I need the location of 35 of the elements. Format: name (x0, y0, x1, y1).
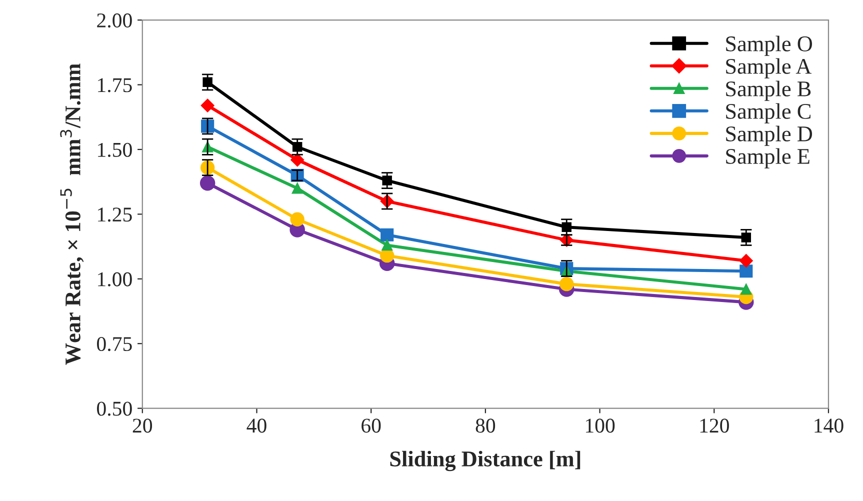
x-tick-label: 60 (362, 418, 381, 433)
x-axis-title: Sliding Distance [m] (390, 450, 580, 472)
x-tick-label: 100 (586, 418, 615, 433)
x-tick-label: 120 (700, 418, 729, 433)
x-tick-label: 20 (132, 418, 152, 433)
legend-label: Sample A (726, 58, 812, 78)
point (380, 248, 394, 263)
point (740, 284, 752, 295)
y-tick-label: 2.00 (97, 13, 132, 28)
point (292, 182, 303, 194)
y-tick-label: 1.00 (98, 272, 132, 286)
point (560, 276, 574, 292)
point (200, 98, 214, 112)
point (740, 264, 753, 278)
legend-label: Sample B (726, 80, 811, 101)
y-axis-title: Wear Rate, × 10$^{−5}$ mm$^{3}$/N.mm (60, 64, 84, 365)
point (382, 240, 393, 251)
point (290, 212, 304, 226)
y-tick-label: 1.50 (98, 142, 132, 157)
legend-label: Sample C (726, 103, 810, 124)
legend-label: Sample O (726, 36, 812, 56)
legend-label: Sample D (726, 126, 812, 146)
y-tick-label: 0.75 (97, 336, 132, 352)
x-tick-label: 80 (476, 418, 496, 433)
point (200, 175, 216, 191)
y-tick-label: 1.25 (98, 208, 132, 222)
point (739, 254, 753, 268)
point (380, 228, 394, 242)
x-tick-label: 40 (246, 418, 266, 433)
point (290, 153, 304, 167)
legend-label: Sample E (726, 148, 810, 168)
y-tick-label: 0.50 (97, 402, 132, 416)
point (382, 176, 392, 186)
y-tick-label: 1.75 (98, 78, 132, 92)
x-tick-label: 140 (814, 418, 844, 433)
